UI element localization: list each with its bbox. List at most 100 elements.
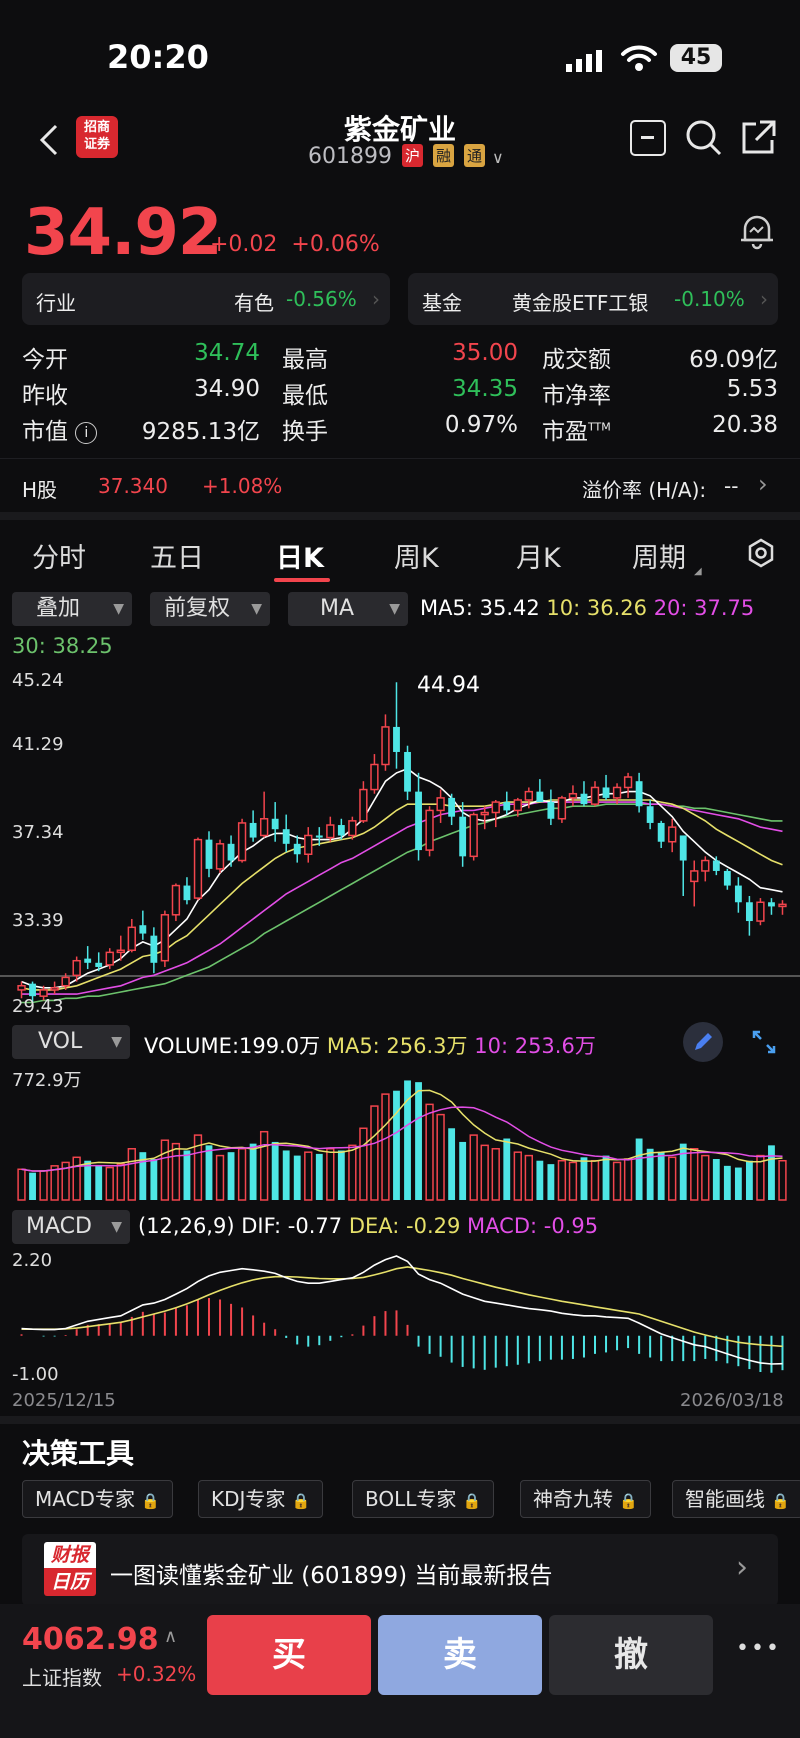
candle-body: [513, 799, 522, 812]
active-tab-indicator: [274, 578, 330, 582]
indicator-dropdown[interactable]: MA ▼: [288, 592, 408, 626]
high-label: 最高: [282, 347, 328, 373]
macd-dropdown[interactable]: MACD ▼: [12, 1210, 130, 1244]
edit-pencil-icon[interactable]: [683, 1022, 723, 1062]
tab-weekly-k[interactable]: 周K: [394, 543, 439, 574]
volume-bar: [348, 1144, 357, 1201]
volume-bar: [425, 1103, 434, 1201]
section-divider: [0, 512, 800, 520]
volume-bar: [668, 1156, 677, 1201]
candle-body: [580, 793, 588, 805]
candle-body: [646, 806, 654, 823]
premium-label: 溢价率 (H/A):: [582, 478, 707, 502]
tab-monthly-k[interactable]: 月K: [516, 543, 561, 574]
volume-bar: [50, 1165, 59, 1201]
candle-body: [139, 925, 147, 934]
adjust-dropdown[interactable]: 前复权 ▼: [150, 592, 270, 626]
volume-bar: [469, 1134, 478, 1201]
macd-dea: DEA: -0.29: [348, 1214, 461, 1238]
candle-body: [623, 776, 633, 789]
tool-label: BOLL专家: [365, 1487, 457, 1511]
cancel-order-button[interactable]: 撤: [549, 1615, 713, 1695]
volume-bar: [646, 1148, 654, 1200]
tag-connect: 通: [464, 144, 486, 167]
tool-kdj-expert[interactable]: KDJ专家 🔒: [198, 1480, 324, 1518]
candle-body: [370, 763, 379, 791]
tab-period[interactable]: 周期: [632, 543, 686, 574]
volume-bar: [326, 1148, 335, 1201]
market-cap-label[interactable]: 市值 i: [22, 412, 98, 446]
tool-macd-expert[interactable]: MACD专家 🔒: [22, 1480, 173, 1518]
volume-bar: [293, 1155, 301, 1200]
candle-body: [469, 813, 478, 858]
signal-icon: [566, 50, 606, 72]
candle-body: [734, 885, 742, 903]
dropdown-arrow-icon: ▼: [389, 601, 400, 617]
volume-bar: [557, 1159, 567, 1201]
chevron-right-icon: ›: [372, 287, 380, 311]
stock-code-row[interactable]: 601899 沪 融 通 ∨: [308, 144, 504, 169]
candle-body: [315, 835, 323, 838]
y-axis-label: 41.29: [12, 734, 64, 755]
pe-sup: TTM: [588, 420, 611, 434]
info-icon[interactable]: i: [75, 422, 98, 444]
back-icon[interactable]: [36, 120, 62, 160]
macd-axis-bottom: -1.00: [12, 1364, 59, 1385]
candle-body: [745, 902, 753, 922]
candle-body: [95, 962, 103, 967]
y-axis-label: 33.39: [12, 910, 64, 931]
dropdown-arrow-icon: ▼: [111, 1219, 122, 1235]
share-icon[interactable]: [738, 118, 778, 158]
index-value[interactable]: 4062.98: [22, 1622, 159, 1657]
tool-smart-draw[interactable]: 智能画线 🔒: [672, 1480, 800, 1518]
candlestick-chart[interactable]: [0, 668, 800, 1018]
fund-pill[interactable]: 基金 黄金股ETF工银 -0.10% ›: [408, 273, 778, 325]
overlay-dropdown[interactable]: 叠加 ▼: [12, 592, 132, 626]
volume-bar: [171, 1142, 181, 1201]
stock-name: 紫金矿业: [343, 113, 456, 146]
search-icon[interactable]: [684, 118, 724, 158]
volume-dropdown[interactable]: VOL ▼: [12, 1025, 130, 1059]
alert-bell-icon[interactable]: [736, 210, 778, 252]
volume-bar: [304, 1151, 313, 1201]
high-value: 35.00: [452, 340, 518, 366]
volume-bar: [657, 1152, 665, 1200]
more-icon[interactable]: •••: [736, 1636, 781, 1661]
candle-body: [105, 951, 114, 966]
ma-legend: MA5: 35.42 10: 36.26 20: 37.75: [420, 596, 754, 620]
tab-five-day[interactable]: 五日: [150, 543, 204, 574]
candle-body: [50, 987, 59, 991]
chevron-up-icon[interactable]: ∧: [164, 1626, 178, 1647]
candle-body: [29, 983, 36, 997]
tool-boll-expert[interactable]: BOLL专家 🔒: [352, 1480, 495, 1518]
candle-body: [657, 822, 665, 842]
minus-box-icon[interactable]: [630, 120, 666, 156]
report-banner[interactable]: [22, 1534, 778, 1606]
turnover-rate-label: 换手: [282, 419, 328, 445]
volume-bar: [150, 1159, 158, 1200]
candle-body: [503, 802, 511, 811]
ma5-legend: MA5: 35.42: [420, 596, 540, 620]
candle-body: [436, 797, 445, 812]
volume-bar: [547, 1164, 555, 1200]
sell-button[interactable]: 卖: [378, 1615, 542, 1695]
industry-pct: -0.56%: [286, 287, 357, 311]
volume-bar: [160, 1139, 170, 1201]
tab-intraday[interactable]: 分时: [32, 543, 86, 574]
volume-bar: [370, 1105, 379, 1201]
hshare-row[interactable]: [0, 458, 800, 515]
candle-body: [326, 824, 335, 839]
buy-button[interactable]: 买: [207, 1615, 371, 1695]
volume-chart[interactable]: [0, 1062, 800, 1204]
expand-icon[interactable]: [750, 1028, 778, 1056]
settings-icon[interactable]: [746, 538, 776, 568]
volume-bar: [568, 1161, 578, 1201]
macd-chart[interactable]: [0, 1246, 800, 1386]
chevron-right-icon: ›: [736, 1550, 748, 1585]
industry-pill[interactable]: 行业 有色 -0.56% ›: [22, 273, 390, 325]
tab-daily-k[interactable]: 日K: [276, 543, 324, 574]
premium-value: --: [724, 474, 739, 498]
tool-magic-nine[interactable]: 神奇九转 🔒: [520, 1480, 652, 1518]
volume-bar: [139, 1152, 147, 1200]
candle-body: [459, 816, 467, 857]
